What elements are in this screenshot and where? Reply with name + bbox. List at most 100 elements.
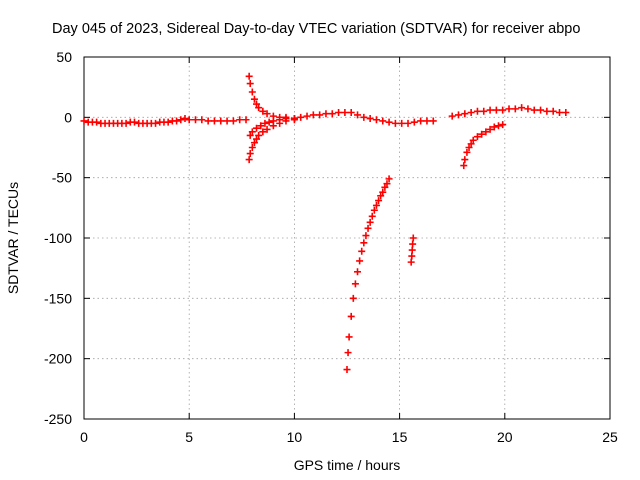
y-tick-label: -100 — [44, 230, 72, 246]
series-big-drop — [343, 175, 393, 374]
y-axis-label: SDTVAR / TECUs — [5, 182, 21, 294]
data-point — [480, 107, 488, 115]
data-point — [549, 107, 557, 115]
data-point — [494, 122, 502, 130]
data-point — [245, 156, 253, 164]
data-point — [345, 333, 353, 341]
series-baseline-mid — [185, 116, 250, 125]
data-point — [354, 111, 362, 119]
data-point — [423, 117, 431, 125]
plot-frame — [83, 56, 611, 420]
x-tick-label: 10 — [287, 429, 303, 445]
data-point — [341, 109, 349, 117]
data-point — [229, 117, 237, 125]
data-point — [372, 201, 380, 209]
data-point — [245, 72, 253, 80]
data-point — [467, 109, 475, 117]
data-point — [253, 100, 261, 108]
data-point — [460, 162, 468, 170]
data-point — [410, 118, 418, 126]
data-point — [398, 119, 406, 127]
data-point — [316, 111, 324, 119]
series-baseline-late — [448, 104, 570, 120]
data-point — [385, 118, 393, 126]
data-point — [461, 110, 469, 118]
x-tick-label: 20 — [497, 429, 513, 445]
data-point — [204, 117, 212, 125]
data-point — [478, 130, 486, 138]
data-point — [248, 144, 256, 151]
series-baseline-early — [80, 115, 189, 127]
data-point — [269, 117, 277, 125]
data-point — [255, 104, 263, 112]
data-point — [499, 106, 507, 114]
data-point — [242, 116, 250, 124]
data-point — [250, 139, 258, 147]
data-point — [375, 197, 383, 205]
data-point — [259, 128, 267, 136]
data-point — [455, 111, 463, 119]
data-point — [490, 123, 498, 131]
data-point — [469, 136, 477, 144]
data-point — [354, 268, 362, 276]
series-wave-segment — [290, 109, 437, 127]
data-point — [250, 95, 258, 103]
data-point — [347, 312, 355, 320]
data-point — [465, 144, 473, 151]
data-point — [356, 257, 364, 265]
data-point — [366, 115, 374, 123]
data-point — [80, 117, 88, 125]
x-tick-label: 25 — [602, 429, 618, 445]
data-point — [177, 116, 185, 124]
x-axis-ticks: 0 5 10 15 20 25 — [80, 57, 618, 445]
y-axis-ticks: -250 -200 -150 -100 -50 0 50 — [44, 49, 610, 427]
data-point — [248, 128, 256, 136]
data-point — [461, 156, 469, 164]
data-point — [385, 175, 393, 183]
data-point — [463, 148, 471, 156]
data-point — [122, 119, 130, 127]
data-point — [429, 117, 437, 125]
data-point — [164, 118, 172, 126]
data-points — [80, 72, 570, 374]
data-point — [303, 112, 311, 120]
data-point — [309, 111, 317, 119]
series-decay-lower — [245, 116, 298, 164]
data-point — [93, 118, 101, 126]
data-point — [505, 105, 513, 113]
data-point — [185, 116, 193, 124]
y-tick-label: -200 — [44, 351, 72, 367]
data-point — [360, 113, 368, 121]
data-point — [473, 107, 481, 115]
data-point — [246, 150, 254, 158]
data-point — [448, 112, 456, 120]
data-point — [282, 115, 290, 123]
data-point — [372, 116, 380, 124]
data-point — [347, 109, 355, 117]
series-late-rise — [460, 121, 507, 170]
data-point — [198, 116, 206, 124]
data-point — [152, 119, 160, 127]
data-point — [257, 122, 265, 130]
data-point — [297, 113, 305, 121]
data-point — [259, 107, 267, 115]
y-tick-label: -50 — [52, 170, 72, 186]
data-point — [383, 180, 391, 188]
data-point — [181, 115, 189, 123]
data-point — [379, 188, 387, 196]
data-point — [543, 107, 551, 115]
chart-title: Day 045 of 2023, Sidereal Day-to-day VTE… — [52, 21, 580, 37]
data-point — [381, 183, 389, 191]
data-point — [486, 106, 494, 114]
data-point — [344, 349, 352, 357]
x-tick-label: 15 — [392, 429, 408, 445]
data-point — [210, 117, 218, 125]
data-point — [482, 128, 490, 136]
data-point — [473, 133, 481, 141]
data-point — [511, 105, 519, 113]
data-point — [130, 118, 138, 126]
data-point — [537, 106, 545, 114]
data-point — [192, 116, 200, 124]
data-point — [328, 110, 336, 118]
data-point — [261, 119, 269, 127]
